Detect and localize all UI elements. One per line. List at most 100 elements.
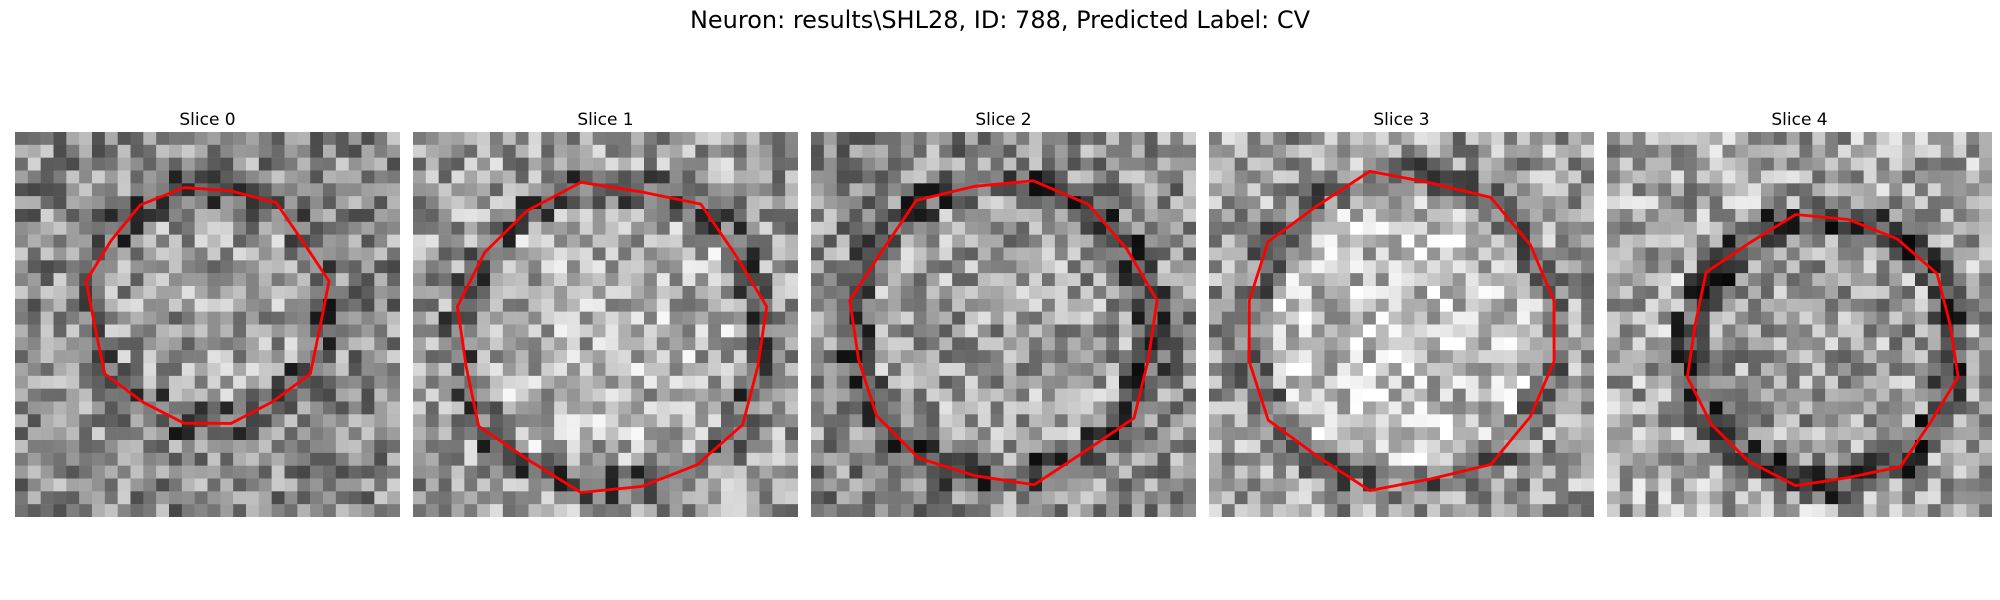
pixel [477,273,491,287]
pixel [1619,401,1633,415]
pixel [926,196,940,210]
pixel [258,170,272,184]
pixel [284,286,298,300]
pixel [952,311,966,325]
pixel [1709,286,1723,300]
pixel [220,196,234,210]
pixel [66,298,80,312]
pixel [1452,234,1466,248]
pixel [1350,504,1364,517]
pixel [156,132,170,146]
pixel [335,273,349,287]
pixel [1671,196,1685,210]
pixel [169,273,183,287]
pixel [117,414,131,428]
pixel [1286,478,1300,492]
pixel [631,440,645,454]
pixel [1311,491,1325,505]
pixel [1915,196,1929,210]
pixel [92,144,106,158]
pixel [721,350,735,364]
pixel [733,401,747,415]
pixel [361,286,375,300]
pixel [1440,350,1454,364]
pixel [977,401,991,415]
pixel [836,465,850,479]
pixel [1388,286,1402,300]
pixel [1003,234,1017,248]
pixel [130,311,144,325]
pixel [644,234,658,248]
pixel [811,298,825,312]
pixel [1825,311,1839,325]
pixel [1119,504,1133,517]
pixel [53,363,67,377]
pixel [965,286,979,300]
pixel [477,337,491,351]
pixel [1286,350,1300,364]
pixel [875,196,889,210]
pixel [1825,183,1839,197]
pixel [990,170,1004,184]
pixel [1761,311,1775,325]
pixel [1337,311,1351,325]
pixel [1542,452,1556,466]
pixel [1529,170,1543,184]
pixel [1709,196,1723,210]
pixel [246,363,260,377]
pixel [1478,221,1492,235]
pixel [811,170,825,184]
pixel [1119,324,1133,338]
pixel [451,414,465,428]
pixel [1786,170,1800,184]
pixel [721,363,735,377]
pixel [361,170,375,184]
pixel [888,491,902,505]
pixel [1144,427,1158,441]
pixel [387,478,400,492]
pixel [323,170,337,184]
pixel [1247,504,1261,517]
pixel [1684,311,1698,325]
pixel [1247,311,1261,325]
pixel [271,132,285,146]
pixel [1003,183,1017,197]
pixel [1286,375,1300,389]
pixel [271,427,285,441]
pixel [258,427,272,441]
pixel [1221,363,1235,377]
pixel [1761,132,1775,146]
pixel [1131,157,1145,171]
pixel [1311,183,1325,197]
pixel [1979,311,1992,325]
neuron-contour [455,180,769,494]
pixel [1029,388,1043,402]
pixel [1940,260,1954,274]
pixel [15,440,29,454]
pixel [490,311,504,325]
pixel [1529,183,1543,197]
pixel [66,311,80,325]
pixel [695,478,709,492]
pixel [875,465,889,479]
pixel [708,350,722,364]
pixel [361,144,375,158]
pixel [117,324,131,338]
pixel [387,170,400,184]
pixel [1067,478,1081,492]
pixel [1658,196,1672,210]
pixel [1645,375,1659,389]
pixel [451,350,465,364]
pixel [1209,401,1223,415]
pixel [644,260,658,274]
pixel [1504,465,1518,479]
pixel [271,375,285,389]
pixel [361,452,375,466]
pixel [656,144,670,158]
pixel [528,260,542,274]
pixel [490,298,504,312]
pixel [1324,234,1338,248]
pixel [27,350,41,364]
pixel [618,504,632,517]
pixel [387,465,400,479]
